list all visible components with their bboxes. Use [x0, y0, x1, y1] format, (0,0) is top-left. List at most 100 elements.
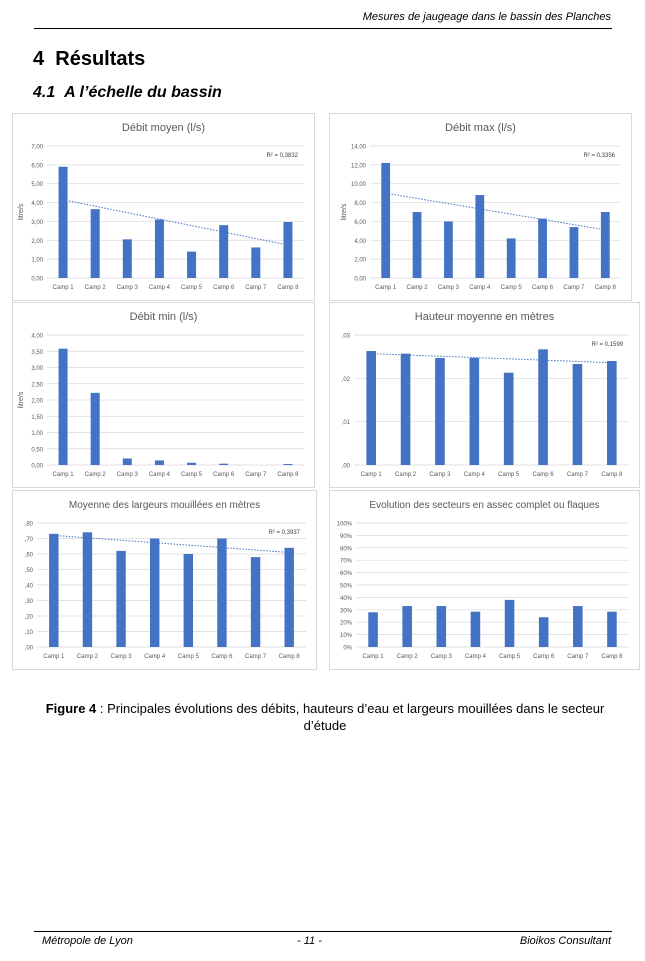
subsection-heading: 4.1 A l’échelle du bassin: [33, 84, 222, 102]
bar: [122, 458, 132, 465]
bar: [251, 247, 261, 278]
y-tick-label: ,03: [342, 334, 351, 340]
bar: [469, 357, 480, 465]
r-squared-label: R² = 0,3937: [268, 530, 300, 536]
y-tick-label: ,02: [342, 377, 351, 383]
r-squared-label: R² = 0,3356: [583, 153, 615, 159]
footer-page-number: - 11 -: [297, 935, 322, 947]
y-tick-label: 90%: [340, 534, 353, 540]
chart-svg: Débit moyen (l/s) 0,00 1,00 2,00 3,00 4,00 5,0…: [18, 122, 304, 291]
bar: [538, 218, 547, 278]
bar: [538, 617, 549, 647]
chart-debit-min: Débit min (l/s) 0,00 0,50 1,00 1,50 2,00 2,50 3…: [12, 302, 315, 488]
x-tick-label: Camp 8: [601, 654, 623, 660]
x-tick-label: Camp 8: [277, 472, 299, 478]
bar: [607, 611, 617, 647]
y-tick-label: ,40: [25, 584, 34, 590]
running-header: Mesures de jaugeage dans le bassin des P…: [362, 11, 611, 23]
x-tick-label: Camp 6: [213, 472, 235, 478]
x-tick-label: Camp 7: [563, 285, 585, 291]
x-tick-label: Camp 1: [361, 472, 383, 478]
y-tick-label: 10,00: [351, 182, 367, 188]
x-tick-label: Camp 1: [375, 285, 397, 291]
chart-title: Hauteur moyenne en mètres: [415, 311, 555, 323]
y-axis-label: litre/s: [18, 203, 25, 220]
chart-svg: Hauteur moyenne en mètres ,00 ,01 ,02 ,03 Cam…: [342, 311, 629, 478]
bar: [49, 533, 59, 647]
y-tick-label: 2,00: [31, 239, 43, 245]
bar: [82, 532, 93, 647]
bar: [368, 612, 378, 647]
footer-rule: [34, 931, 612, 932]
bar: [154, 219, 164, 278]
bar: [217, 538, 227, 647]
y-tick-label: 4,00: [31, 201, 43, 207]
bar: [412, 212, 422, 278]
x-tick-label: Camp 7: [245, 654, 267, 660]
chart-hauteur-moyenne: Hauteur moyenne en mètres ,00 ,01 ,02 ,03 Cam…: [329, 302, 640, 488]
y-tick-label: ,80: [25, 522, 34, 528]
x-tick-label: Camp 5: [178, 654, 200, 660]
y-axis-label: litre/s: [341, 203, 348, 220]
y-tick-label: ,10: [25, 630, 34, 636]
bar: [436, 606, 447, 647]
chart-svg: Evolution des secteurs en assec complet …: [337, 500, 629, 660]
y-tick-label: 100%: [337, 522, 353, 528]
x-tick-label: Camp 6: [533, 654, 555, 660]
y-tick-label: ,60: [25, 553, 34, 559]
x-tick-label: Camp 4: [149, 285, 171, 291]
bar: [435, 357, 445, 465]
bar: [284, 547, 294, 647]
bar: [183, 554, 194, 647]
y-tick-label: 1,50: [31, 415, 43, 421]
y-tick-label: ,01: [342, 420, 351, 426]
section-number: 4: [33, 48, 45, 70]
x-tick-label: Camp 1: [363, 654, 385, 660]
chart-svg: Moyenne des largeurs mouillées en mètres…: [25, 500, 306, 660]
y-tick-label: ,20: [25, 615, 34, 621]
bar: [122, 239, 132, 278]
x-tick-label: Camp 7: [567, 654, 589, 660]
x-tick-label: Camp 2: [407, 285, 429, 291]
bar: [283, 221, 293, 278]
x-tick-label: Camp 3: [438, 285, 460, 291]
y-tick-label: 40%: [340, 596, 353, 602]
bar: [58, 166, 68, 278]
bar: [573, 606, 583, 647]
y-tick-label: 1,00: [31, 258, 43, 264]
bar: [116, 550, 126, 647]
bar: [503, 372, 514, 465]
chart-assec: Evolution des secteurs en assec complet …: [329, 490, 640, 670]
x-tick-label: Camp 6: [211, 654, 233, 660]
bar: [444, 221, 453, 278]
x-tick-label: Camp 5: [498, 472, 520, 478]
y-tick-label: 50%: [340, 584, 353, 590]
x-tick-label: Camp 6: [213, 285, 235, 291]
x-tick-label: Camp 5: [499, 654, 521, 660]
x-tick-label: Camp 4: [464, 472, 486, 478]
x-tick-label: Camp 1: [53, 285, 75, 291]
bar: [569, 227, 579, 278]
x-tick-label: Camp 4: [465, 654, 487, 660]
bar: [538, 349, 548, 465]
trendline: [371, 353, 612, 364]
chart-title: Débit min (l/s): [130, 311, 198, 323]
y-tick-label: 6,00: [31, 163, 43, 169]
x-tick-label: Camp 4: [149, 472, 171, 478]
section-title: Résultats: [55, 48, 146, 70]
figure-caption: Figure 4 : Principales évolutions des dé…: [40, 700, 610, 734]
section-heading: 4 Résultats: [33, 48, 145, 71]
y-tick-label: 0,00: [31, 464, 43, 470]
bar: [400, 353, 411, 465]
y-tick-label: 70%: [340, 559, 353, 565]
trendline: [385, 192, 606, 231]
figure-caption-text: : Principales évolutions des débits, hau…: [96, 701, 605, 733]
x-tick-label: Camp 5: [181, 472, 203, 478]
chart-svg: Débit min (l/s) 0,00 0,50 1,00 1,50 2,00 2,50 3…: [18, 311, 304, 478]
y-tick-label: 0,00: [31, 277, 43, 283]
y-tick-label: 1,00: [31, 431, 43, 437]
x-tick-label: Camp 6: [533, 472, 555, 478]
chart-title: Débit moyen (l/s): [122, 122, 205, 134]
trendline: [53, 534, 290, 553]
x-tick-label: Camp 3: [431, 654, 453, 660]
